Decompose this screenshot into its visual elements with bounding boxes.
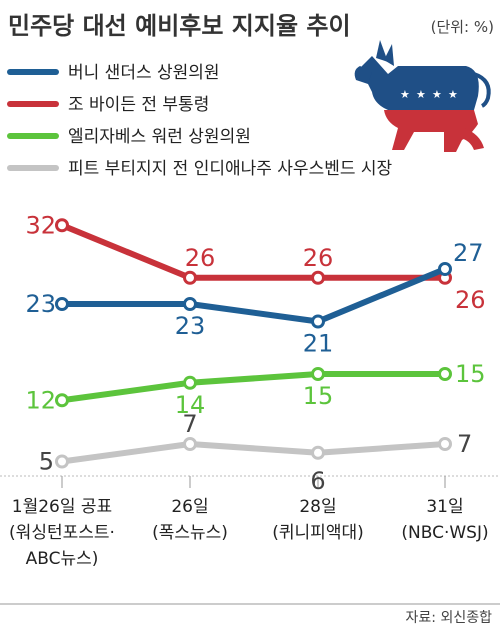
data-label: 26 xyxy=(455,286,486,314)
data-label: 6 xyxy=(310,467,325,495)
donkey-leg-back xyxy=(460,128,484,150)
data-point xyxy=(438,262,452,276)
donkey-icon: ★ ★ ★ ★ xyxy=(354,40,491,152)
x-tick-label: (NBC·WSJ) xyxy=(401,523,488,543)
data-label: 7 xyxy=(457,430,472,458)
data-point xyxy=(55,297,69,311)
donkey-ear xyxy=(376,40,388,62)
legend-label: 엘리자베스 워런 상원의원 xyxy=(68,127,251,147)
data-label: 32 xyxy=(25,211,56,239)
data-point xyxy=(183,270,197,285)
data-point xyxy=(183,375,197,390)
data-label: 21 xyxy=(303,330,334,358)
donkey-snout xyxy=(354,66,372,84)
data-point xyxy=(438,367,452,381)
series-line xyxy=(59,266,448,325)
x-tick-label: (퀴니피액대) xyxy=(272,523,363,543)
x-tick-label: (워싱턴포스트· xyxy=(9,523,115,543)
data-point xyxy=(311,445,325,460)
x-tick-label: 31일 xyxy=(426,497,463,517)
data-label: 7 xyxy=(182,410,197,438)
data-label: 26 xyxy=(185,244,216,272)
legend-label: 피트 부티지지 전 인디애나주 사우스벤드 시장 xyxy=(68,159,393,179)
donkey-body xyxy=(360,56,479,110)
star-icon: ★ xyxy=(448,88,458,101)
unit-note: (단위: %) xyxy=(431,18,494,36)
star-icon: ★ xyxy=(416,88,426,101)
x-tick-label: (폭스뉴스) xyxy=(152,523,228,543)
donkey-ear xyxy=(384,44,394,66)
x-tick-label: ABC뉴스) xyxy=(26,549,99,569)
data-point xyxy=(55,218,69,233)
source-note: 자료: 외신종합 xyxy=(406,610,493,626)
data-point xyxy=(311,367,325,381)
data-point xyxy=(183,437,197,451)
data-label: 23 xyxy=(25,290,56,318)
data-label: 26 xyxy=(303,244,334,272)
donkey-tail xyxy=(473,72,491,108)
data-point xyxy=(55,454,69,469)
chart-title: 민주당 대선 예비후보 지지율 추이 xyxy=(8,12,351,40)
data-point xyxy=(55,393,69,408)
data-label: 27 xyxy=(453,239,484,267)
x-ticks xyxy=(61,476,446,488)
data-label: 5 xyxy=(39,448,54,476)
series-line xyxy=(59,222,448,281)
series-lines xyxy=(55,218,452,469)
legend-label: 조 바이든 전 부통령 xyxy=(68,95,209,115)
x-axis-labels: 1월26일 공표 (워싱턴포스트· ABC뉴스) 26일 (폭스뉴스) 28일 (퀴니피액대… xyxy=(9,497,489,569)
data-labels: 23 23 21 27 32 26 26 26 12 14 15 15 5 7 6 7 xyxy=(25,211,485,495)
legend-label: 버니 샌더스 상원의원 xyxy=(68,63,220,83)
series-line xyxy=(59,441,448,465)
data-point xyxy=(311,314,325,329)
data-point xyxy=(183,297,197,311)
x-tick-label: 28일 xyxy=(299,497,336,517)
data-label: 15 xyxy=(455,360,486,388)
x-tick-label: 26일 xyxy=(171,497,208,517)
data-label: 14 xyxy=(175,391,206,419)
data-point xyxy=(438,437,452,451)
data-label: 15 xyxy=(303,382,334,410)
x-tick-label: 1월26일 공표 xyxy=(12,497,112,517)
data-label: 23 xyxy=(175,312,206,340)
star-icon: ★ xyxy=(432,88,442,101)
donkey-legs xyxy=(384,110,478,152)
star-icon: ★ xyxy=(400,88,410,101)
data-point xyxy=(311,270,325,285)
series-line xyxy=(59,371,448,404)
data-label: 12 xyxy=(25,386,56,414)
